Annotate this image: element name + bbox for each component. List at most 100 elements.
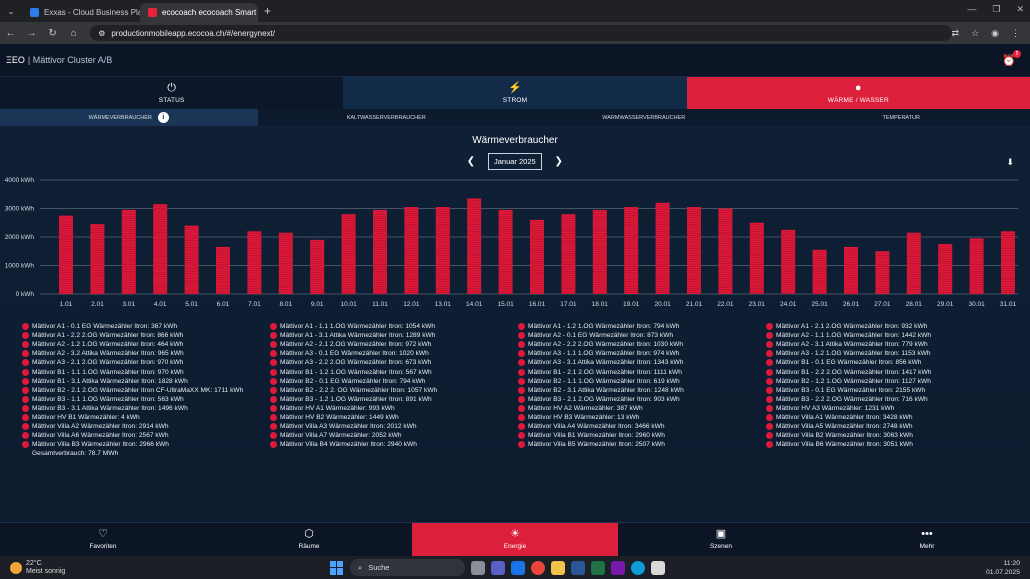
- legend-item[interactable]: Mättivor A1 - 1.1 1.OG Wärmezähler Itron…: [270, 322, 518, 331]
- legend-item[interactable]: Mättivor Villa A1 Wärmezähler Itron: 342…: [766, 413, 1014, 422]
- legend-item[interactable]: Mättivor B3 - 3.1 Attika Wärmezähler Itr…: [22, 404, 270, 413]
- subtab-temperatur[interactable]: TEMPERATUR: [773, 109, 1030, 126]
- bookmark-star-icon[interactable]: ☆: [971, 27, 980, 38]
- legend-item[interactable]: Mättivor Villa B5 Wärmezähler Itron: 250…: [518, 440, 766, 449]
- legend-item[interactable]: Mättivor B2 - 3.1 Attika Wärmezähler Itr…: [518, 386, 766, 395]
- back-icon[interactable]: ←: [5, 27, 16, 39]
- legend-item[interactable]: Mättivor A2 - 1.2 1.OG Wärmezähler Itron…: [22, 340, 270, 349]
- nav-energie[interactable]: ☀ Energie: [412, 523, 618, 556]
- legend-item[interactable]: Mättivor B1 - 0.1 EG Wärmezähler Itron: …: [766, 358, 1014, 367]
- site-info-icon[interactable]: ⚙: [98, 28, 106, 38]
- info-icon[interactable]: i: [157, 112, 169, 123]
- legend-item[interactable]: Mättivor Villa B4 Wärmezähler Itron: 294…: [270, 440, 518, 449]
- outlook-icon[interactable]: [511, 560, 525, 575]
- new-tab-button[interactable]: +: [264, 4, 272, 18]
- browser-menu-icon[interactable]: ⋮: [1011, 27, 1020, 38]
- edge-icon[interactable]: [631, 560, 645, 575]
- legend-item[interactable]: Mättivor B3 - 0.1 EG Wärmezähler Itron: …: [766, 386, 1014, 395]
- nav-mehr[interactable]: ••• Mehr: [824, 523, 1030, 556]
- download-icon[interactable]: ⬇: [1006, 157, 1014, 167]
- nav-szenen[interactable]: ▣ Szenen: [618, 523, 824, 556]
- browser-tab-exxas[interactable]: Exxas - Cloud Business Platform ✕: [22, 3, 140, 22]
- tab-menu-icon[interactable]: ⌄: [7, 6, 15, 16]
- tab-status[interactable]: ⏻ STATUS: [0, 77, 344, 109]
- legend-item[interactable]: Mättivor A1 - 2.1 2.OG Wärmezähler Itron…: [766, 322, 1014, 331]
- nav-favoriten[interactable]: ♡ Favoriten: [0, 523, 206, 556]
- tab-strom[interactable]: ⚡ STROM: [343, 77, 687, 109]
- profile-icon[interactable]: ◉: [991, 27, 999, 38]
- legend-item[interactable]: Mättivor A3 - 1.2 1.OG Wärmezähler Itron…: [766, 349, 1014, 358]
- legend-item[interactable]: Mättivor Villa A6 Wärmezähler Itron: 256…: [22, 431, 270, 440]
- legend-item[interactable]: Mättivor HV B1 Wärmezähler: 4 kWh: [22, 413, 270, 422]
- legend-item[interactable]: Mättivor HV A3 Wärmezähler: 1231 kWh: [766, 404, 1014, 413]
- legend-item[interactable]: Mättivor A2 - 1.1 1.OG Wärmezähler Itron…: [766, 331, 1014, 340]
- legend-item[interactable]: Mättivor HV B2 Wärmezähler: 1449 kWh: [270, 413, 518, 422]
- legend-item[interactable]: Mättivor Villa B2 Wärmezähler Itron: 306…: [766, 431, 1014, 440]
- windows-start-icon[interactable]: [330, 560, 344, 575]
- legend-item[interactable]: Mättivor Villa A7 Wärmezähler: 2052 kWh: [270, 431, 518, 440]
- app-icon[interactable]: [651, 560, 665, 575]
- legend-item[interactable]: Mättivor B3 - 2.2 2.OG Wärmezähler Itron…: [766, 395, 1014, 404]
- address-bar[interactable]: ⚙ productionmobileapp.ecocoa.ch/#/energy…: [90, 25, 952, 41]
- restore-icon[interactable]: ❐: [992, 4, 1001, 14]
- legend-item[interactable]: Mättivor A3 - 2.1 2.OG Wärmezähler Itron…: [22, 358, 270, 367]
- subtab-kaltwasserverbraucher[interactable]: KALTWASSERVERBRAUCHER: [258, 109, 516, 126]
- subtab-warmwasserverbraucher[interactable]: WARMWASSERVERBRAUCHER: [515, 109, 773, 126]
- legend-item[interactable]: Mättivor B1 - 1.1 1.OG Wärmezähler Itron…: [22, 367, 270, 376]
- legend-item[interactable]: Mättivor B2 - 2.2 2. OG Wärmezähler Itro…: [270, 386, 518, 395]
- legend-item[interactable]: Mättivor B3 - 2.1 2.OG Wärmezähler Itron…: [518, 395, 766, 404]
- close-window-icon[interactable]: ✕: [1016, 4, 1024, 14]
- legend-item[interactable]: Mättivor A2 - 2.1 2.OG Wärmezähler Itron…: [270, 340, 518, 349]
- legend-item[interactable]: Mättivor A1 - 0.1 EG Wärmezähler Itron: …: [22, 322, 270, 331]
- forward-icon[interactable]: →: [26, 27, 37, 39]
- nav-raeume[interactable]: ⬡ Räume: [206, 523, 412, 556]
- legend-item[interactable]: Mättivor B2 - 1.2 1.OG Wärmezähler Itron…: [766, 377, 1014, 386]
- prev-month-icon[interactable]: ❮: [466, 156, 476, 167]
- folder-icon[interactable]: [551, 560, 565, 575]
- legend-item[interactable]: Mättivor Villa A5 Wärmezähler Itron: 274…: [766, 422, 1014, 431]
- legend-item[interactable]: Mättivor B2 - 2.1 2.OG Wärmezähler Itron…: [22, 386, 270, 395]
- legend-item[interactable]: Mättivor HV A2 Wärmezähler: 387 kWh: [518, 404, 766, 413]
- word-icon[interactable]: [571, 560, 585, 575]
- legend-item[interactable]: Mättivor A3 - 2.2 2.OG Wärmezähler Itron…: [270, 358, 518, 367]
- legend-item[interactable]: Mättivor A1 - 3.1 Attika Wärmezähler Itr…: [270, 331, 518, 340]
- legend-item[interactable]: Mättivor HV A1 Wärmezähler: 993 kWh: [270, 404, 518, 413]
- next-month-icon[interactable]: ❯: [554, 156, 563, 167]
- chrome-icon[interactable]: [531, 560, 545, 575]
- minimize-icon[interactable]: —: [967, 4, 977, 14]
- legend-item[interactable]: Mättivor A3 - 1.1 1.OG Wärmezähler Itron…: [518, 349, 766, 358]
- subtab-waermeverbraucher[interactable]: WÄRMEVERBRAUCHER i: [0, 109, 258, 126]
- legend-item[interactable]: Mättivor Villa A2 Wärmezähler Itron: 291…: [22, 422, 270, 431]
- legend-item[interactable]: Mättivor Villa A4 Wärmezähler Itron: 346…: [518, 422, 766, 431]
- legend-item[interactable]: Mättivor B1 - 2.2 2.OG Wärmezähler Itron…: [766, 367, 1014, 376]
- legend-item[interactable]: Mättivor B2 - 0.1 EG Wärmezähler Itron: …: [270, 377, 518, 386]
- legend-item[interactable]: Mättivor A3 - 0.1 EG Wärmezähler Itron: …: [270, 349, 518, 358]
- legend-item[interactable]: Mättivor Villa A3 Wärmezähler Itron: 201…: [270, 422, 518, 431]
- legend-item[interactable]: Mättivor A3 - 3.1 Attika Wärmezähler Itr…: [518, 358, 766, 367]
- legend-item[interactable]: Mättivor B1 - 2.1 2.OG Wärmezähler Itron…: [518, 367, 766, 376]
- legend-item[interactable]: Mättivor A1 - 2.2 2.OG Wärmezähler Itron…: [22, 331, 270, 340]
- onenote-icon[interactable]: [611, 560, 625, 575]
- clock[interactable]: 11:20 01.07.2025: [986, 559, 1020, 577]
- legend-item[interactable]: Mättivor A2 - 3.2 Attika Wärmezähler Itr…: [22, 349, 270, 358]
- legend-item[interactable]: Mättivor Villa B1 Wärmezähler Itron: 296…: [518, 431, 766, 440]
- legend-item[interactable]: Mättivor B3 - 1.1 1.OG Wärmezähler Itron…: [22, 395, 270, 404]
- browser-tab-ecocoach[interactable]: ecocoach ecocoach Smart Energ ✕: [140, 3, 258, 22]
- tab-waerme-wasser[interactable]: ● WÄRME / WASSER: [686, 77, 1030, 109]
- legend-item[interactable]: Mättivor HV B3 Wärmezähler: 13 kWh: [518, 413, 766, 422]
- legend-item[interactable]: Mättivor A2 - 0.1 EG Wärmezähler Itron: …: [518, 331, 766, 340]
- legend-item[interactable]: Mättivor A2 - 2.2 2.OG Wärmezähler Itron…: [518, 340, 766, 349]
- legend-item[interactable]: Mättivor A2 - 3.1 Attika Wärmezähler Itr…: [766, 340, 1014, 349]
- teams-icon[interactable]: [491, 560, 505, 575]
- legend-item[interactable]: Mättivor B2 - 1.1 1.OG Wärmezähler Itron…: [518, 377, 766, 386]
- weather-widget[interactable]: 22°C Meist sonnig: [0, 560, 65, 576]
- home-icon[interactable]: ⌂: [70, 27, 77, 39]
- legend-item[interactable]: Mättivor Villa B3 Wärmezähler Itron: 296…: [22, 440, 270, 449]
- alarm-clock-icon[interactable]: ⏰ 5: [1002, 50, 1021, 67]
- legend-item[interactable]: Mättivor B1 - 1.2 1.OG Wärmezähler Itron…: [270, 367, 518, 376]
- legend-item[interactable]: Mättivor B1 - 3.1 Attika Wärmezähler Itr…: [22, 377, 270, 386]
- reload-icon[interactable]: ↻: [48, 27, 57, 39]
- legend-item[interactable]: Mättivor Villa B6 Wärmezähler Itron: 305…: [766, 440, 1014, 449]
- file-explorer-icon[interactable]: [471, 560, 485, 575]
- month-picker[interactable]: Januar 2025: [488, 153, 542, 170]
